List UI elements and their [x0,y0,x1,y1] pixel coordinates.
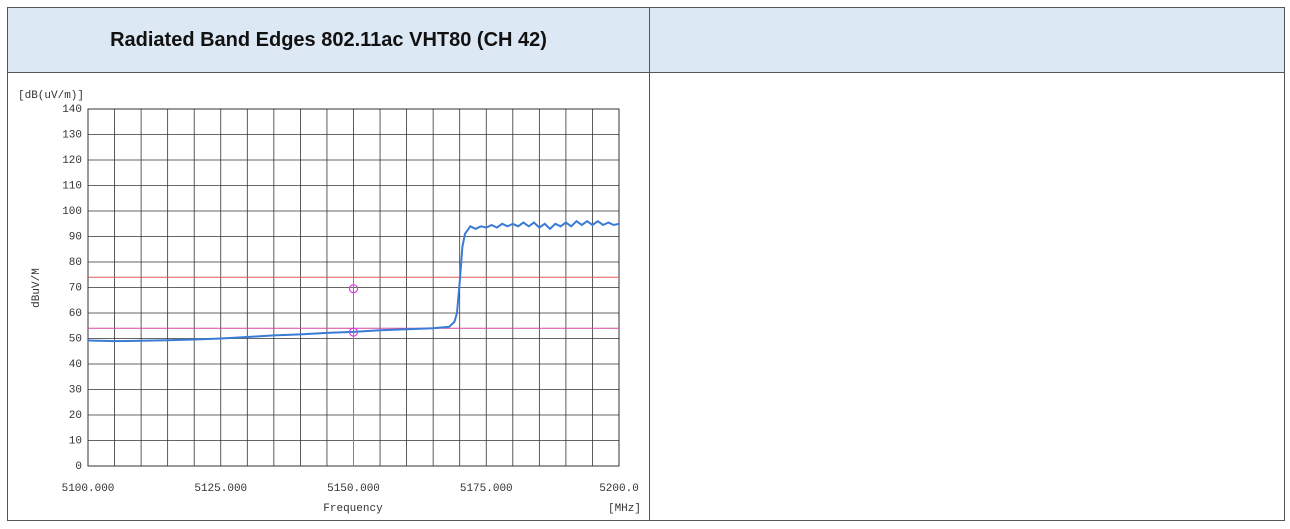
marker [348,284,359,294]
y-tick-label: 130 [62,129,82,141]
y-tick-label: 120 [62,155,82,167]
x-tick-label: 5200.0 [599,483,639,495]
y-tick-label: 100 [62,206,82,218]
trace [87,219,620,343]
y-tick-label: 80 [69,257,82,269]
x-unit-label: [MHz] [608,503,641,515]
y-unit-label: [dB(uV/m)] [18,90,84,102]
table: Radiated Band Edges 802.11ac VHT80 (CH 4… [7,7,1285,521]
x-tick-label: 5150.000 [327,483,380,495]
y-tick-label: 30 [69,384,82,396]
y-tick-label: 90 [69,231,82,243]
y-tick-label: 60 [69,308,82,320]
cell-divider [649,73,650,520]
y-tick-label: 0 [75,461,82,473]
x-tick-label: 5125.000 [194,483,247,495]
y-tick-label: 10 [69,435,82,447]
x-tick-label: 5100.000 [62,483,115,495]
y-tick-label: 20 [69,410,82,422]
x-tick-label: 5175.000 [460,483,513,495]
header-cell-empty [650,8,1284,73]
y-tick-label: 70 [69,282,82,294]
y-tick-label: 40 [69,359,82,371]
y-tick-label: 110 [62,180,82,192]
y-tick-label: 140 [62,104,82,116]
x-axis-label: Frequency [323,503,383,515]
header-cell: Radiated Band Edges 802.11ac VHT80 (CH 4… [8,8,650,73]
y-tick-label: 50 [69,333,82,345]
y-axis-label: dBuV/M [31,268,43,308]
marker [348,327,359,337]
